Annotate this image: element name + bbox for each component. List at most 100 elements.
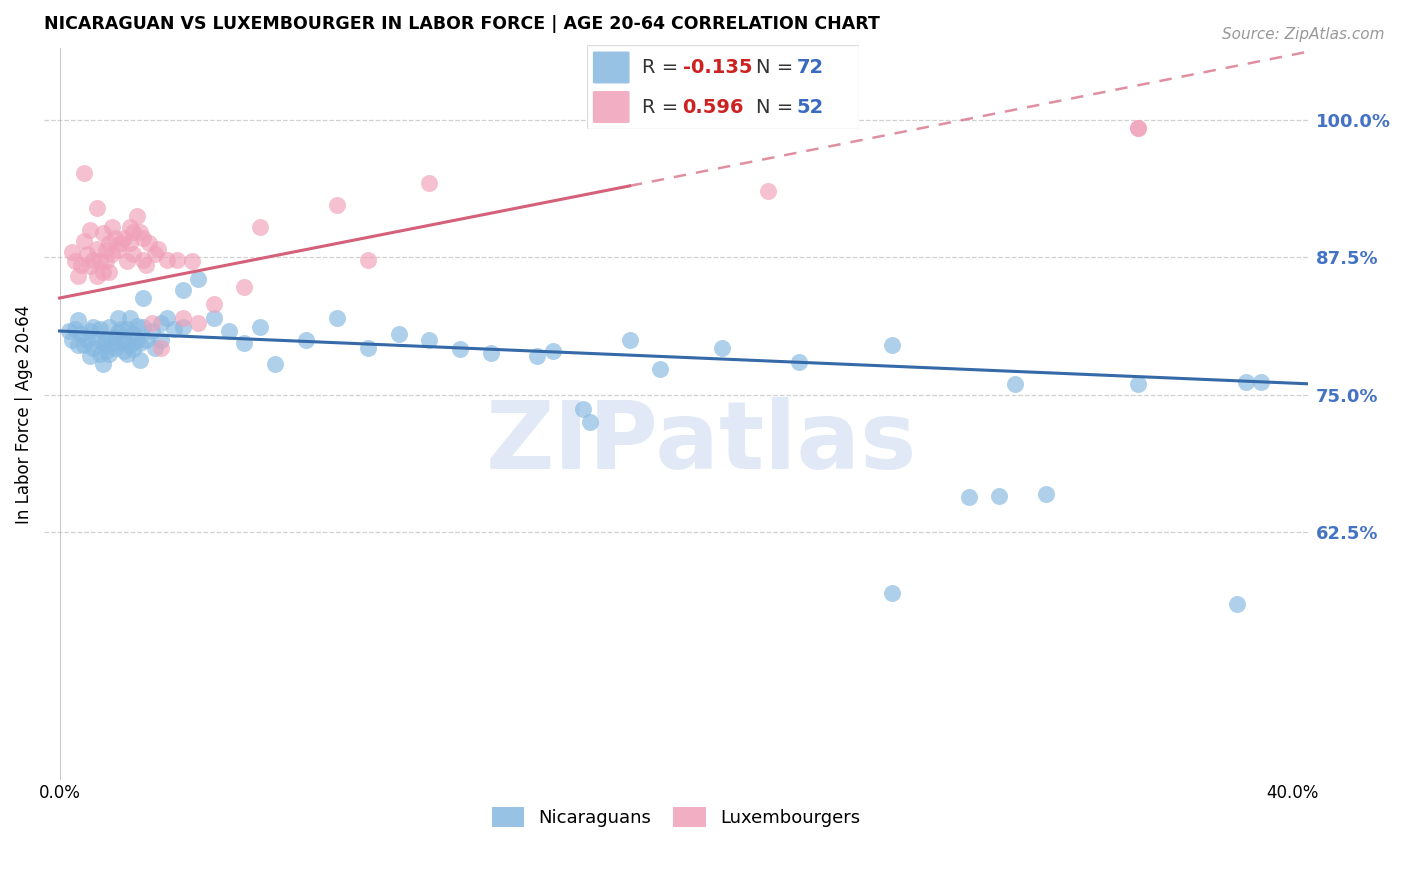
Point xyxy=(202,310,225,325)
Point xyxy=(181,253,204,268)
Point xyxy=(1128,120,1150,135)
Point xyxy=(112,333,135,347)
Point xyxy=(101,336,124,351)
Point xyxy=(79,349,101,363)
Point xyxy=(89,253,111,268)
Point xyxy=(141,316,163,330)
Point xyxy=(120,235,142,250)
Point xyxy=(418,176,440,190)
Point xyxy=(60,244,83,259)
Point xyxy=(66,313,89,327)
Point xyxy=(76,333,98,347)
Point xyxy=(97,347,120,361)
Point xyxy=(120,338,142,352)
Point xyxy=(91,265,114,279)
Point xyxy=(264,357,287,371)
Point xyxy=(110,235,132,250)
Point xyxy=(120,219,142,234)
Point xyxy=(957,490,980,504)
Point xyxy=(449,342,471,356)
Point xyxy=(107,243,129,257)
Point xyxy=(112,343,135,358)
Point xyxy=(1128,120,1150,135)
Point xyxy=(117,347,139,361)
Point xyxy=(104,329,127,343)
Point xyxy=(117,322,139,336)
Point xyxy=(418,333,440,347)
Point xyxy=(619,333,641,347)
Point xyxy=(150,341,173,355)
Point xyxy=(1128,376,1150,391)
Point xyxy=(156,310,179,325)
Point xyxy=(172,319,194,334)
Point xyxy=(357,341,380,355)
Point xyxy=(82,252,104,267)
Point xyxy=(97,319,120,334)
Point xyxy=(1004,376,1026,391)
Point xyxy=(143,341,166,355)
Point xyxy=(135,258,157,272)
Point xyxy=(295,333,318,347)
Point xyxy=(526,349,548,363)
Point xyxy=(1250,375,1272,389)
Point xyxy=(326,310,349,325)
Point xyxy=(1234,375,1257,389)
Point xyxy=(107,310,129,325)
Point xyxy=(132,319,155,334)
Point xyxy=(91,226,114,240)
Point xyxy=(326,197,349,211)
Point xyxy=(128,352,150,367)
Point xyxy=(541,343,564,358)
Point xyxy=(76,247,98,261)
Point xyxy=(70,327,93,342)
Point xyxy=(91,336,114,351)
Point xyxy=(104,341,127,355)
Point xyxy=(110,322,132,336)
Point xyxy=(143,247,166,261)
Point xyxy=(138,235,160,250)
Point xyxy=(101,219,124,234)
Point xyxy=(880,585,903,599)
Point xyxy=(125,333,148,347)
Point xyxy=(202,296,225,310)
Point xyxy=(101,247,124,261)
Point xyxy=(156,252,179,267)
Point xyxy=(58,324,80,338)
Point xyxy=(172,310,194,325)
Point xyxy=(86,268,108,283)
Point xyxy=(73,234,96,248)
Point xyxy=(97,265,120,279)
Point xyxy=(128,225,150,239)
Point xyxy=(94,343,117,358)
Point xyxy=(79,223,101,237)
Point xyxy=(104,230,127,244)
Point xyxy=(122,327,145,342)
Point xyxy=(1035,487,1057,501)
Point xyxy=(132,252,155,267)
Point xyxy=(150,333,173,347)
Point xyxy=(357,252,380,267)
Point xyxy=(233,336,256,351)
Point xyxy=(122,342,145,356)
Point xyxy=(112,230,135,244)
Point xyxy=(110,336,132,351)
Point xyxy=(94,333,117,347)
Point xyxy=(572,402,595,417)
Text: NICARAGUAN VS LUXEMBOURGER IN LABOR FORCE | AGE 20-64 CORRELATION CHART: NICARAGUAN VS LUXEMBOURGER IN LABOR FORC… xyxy=(44,15,880,33)
Point xyxy=(150,316,173,330)
Point xyxy=(82,341,104,355)
Point xyxy=(218,324,240,338)
Point xyxy=(125,209,148,223)
Point xyxy=(122,247,145,261)
Point xyxy=(146,242,169,256)
Point xyxy=(135,333,157,347)
Point xyxy=(125,318,148,333)
Point xyxy=(988,489,1011,503)
Point xyxy=(63,322,86,336)
Point xyxy=(187,272,209,286)
Point xyxy=(70,258,93,272)
Point xyxy=(166,252,188,267)
Point xyxy=(89,322,111,336)
Point xyxy=(86,201,108,215)
Point xyxy=(107,325,129,339)
